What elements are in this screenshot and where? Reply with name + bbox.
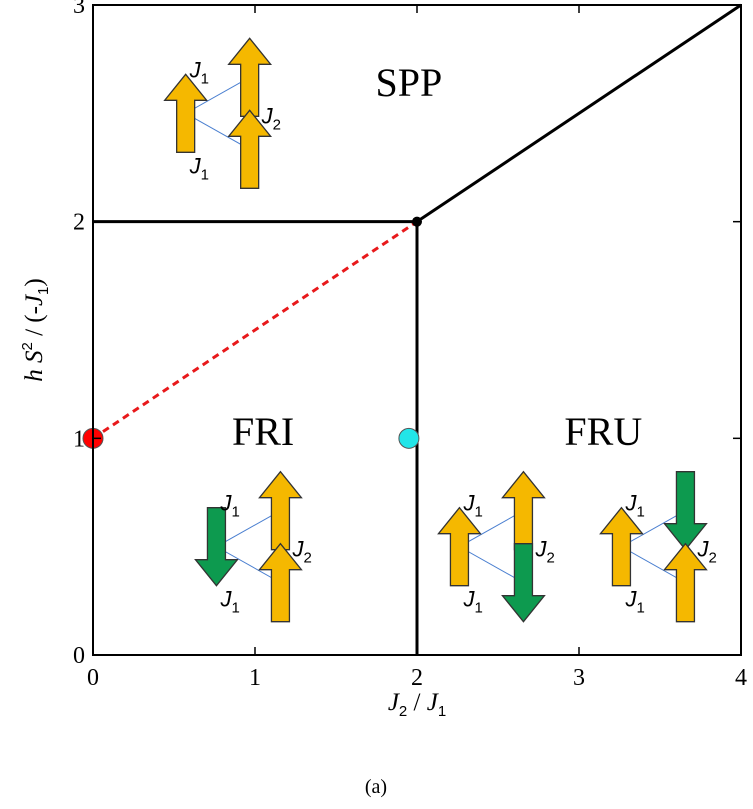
- y-tick-label: 2: [73, 210, 85, 236]
- spin-triangle-fru-b: J1 J1 J2: [599, 471, 717, 623]
- y-axis-title-j: J: [21, 293, 48, 306]
- y-tick-label: 0: [73, 643, 85, 669]
- spin-down-arrow-icon: [663, 471, 708, 551]
- spin-up-arrow-icon: [163, 73, 209, 153]
- x-tick-label: 4: [735, 665, 747, 691]
- dashed-boundary-line: [92, 220, 418, 440]
- x-tick-label: 2: [411, 665, 423, 691]
- spin-up-arrow-icon: [227, 37, 273, 117]
- x-tick-label: 3: [573, 665, 585, 691]
- y-tick-label: 1: [73, 426, 85, 452]
- spin-triangle-fru-a: J1 J1 J2: [437, 470, 555, 623]
- bond-label-j1-bottom: J1: [624, 587, 644, 617]
- spin-layer: J1 J1 J2 J1 J1 J2 J1 J1 J2 J1 J1 J2: [163, 37, 717, 623]
- y-axis-title-sub: 1: [35, 287, 52, 295]
- bond-label-j2: J2: [696, 537, 716, 567]
- y-tick-label: 3: [73, 0, 85, 19]
- spin-up-arrow-icon: [437, 506, 482, 587]
- y-axis-title-h: h: [21, 363, 48, 382]
- y-axis-title-close: ): [21, 278, 48, 286]
- bond-label-j2: J2: [261, 103, 281, 133]
- spin-down-arrow-icon: [501, 543, 546, 623]
- y-axis-title-sup: 2: [19, 342, 36, 350]
- x-axis-title: J2 / J1: [388, 689, 446, 720]
- spin-triangle-spp: J1 J1 J2: [163, 37, 281, 189]
- spin-up-arrow-icon: [258, 542, 303, 623]
- bond-label-j1-bottom: J1: [462, 587, 482, 617]
- triple-point-marker: [412, 216, 422, 227]
- x-axis-title-sep: /: [407, 689, 426, 716]
- x-tick-label: 1: [249, 665, 261, 691]
- x-axis-title-sub2: 1: [438, 703, 446, 720]
- bond-label-j1-top: J1: [624, 491, 644, 521]
- y-axis-title-s: S: [21, 350, 48, 363]
- x-axis-title-main2: J: [427, 689, 440, 716]
- spin-down-arrow-icon: [194, 507, 239, 587]
- bond-label-j1-bottom: J1: [189, 153, 209, 183]
- plot-layer: SPP FRI FRU: [82, 3, 742, 655]
- spin-up-arrow-icon: [599, 506, 644, 587]
- region-label-fru: FRU: [564, 409, 642, 454]
- bond-label-j2: J2: [534, 537, 554, 567]
- axis-layer: 0 1 2 3 4 0 1 2 3: [73, 0, 747, 691]
- y-axis-title-rest: / (-: [21, 306, 48, 342]
- x-tick-label: 0: [87, 665, 99, 691]
- phase-boundary-line: [416, 3, 742, 223]
- point-marker: [398, 427, 420, 449]
- spin-up-arrow-icon: [501, 470, 546, 551]
- bond-label-j1-top: J1: [219, 491, 239, 521]
- bond-label-j1-top: J1: [462, 491, 482, 521]
- y-axis-title: h S2 / (-J1): [19, 278, 52, 381]
- bond-label-j2: J2: [291, 537, 311, 567]
- spin-triangle-fri: J1 J1 J2: [194, 470, 312, 623]
- x-axis-title-main: J: [388, 689, 401, 716]
- bond-label-j1-top: J1: [189, 57, 209, 87]
- spin-up-arrow-icon: [663, 542, 708, 623]
- region-label-spp: SPP: [376, 60, 443, 105]
- spin-up-arrow-icon: [227, 109, 273, 189]
- x-axis-title-sub: 2: [399, 703, 407, 720]
- region-label-fri: FRI: [232, 409, 294, 454]
- bond-label-j1-bottom: J1: [219, 587, 239, 617]
- spin-up-arrow-icon: [258, 470, 303, 551]
- figure-caption: (a): [365, 776, 387, 798]
